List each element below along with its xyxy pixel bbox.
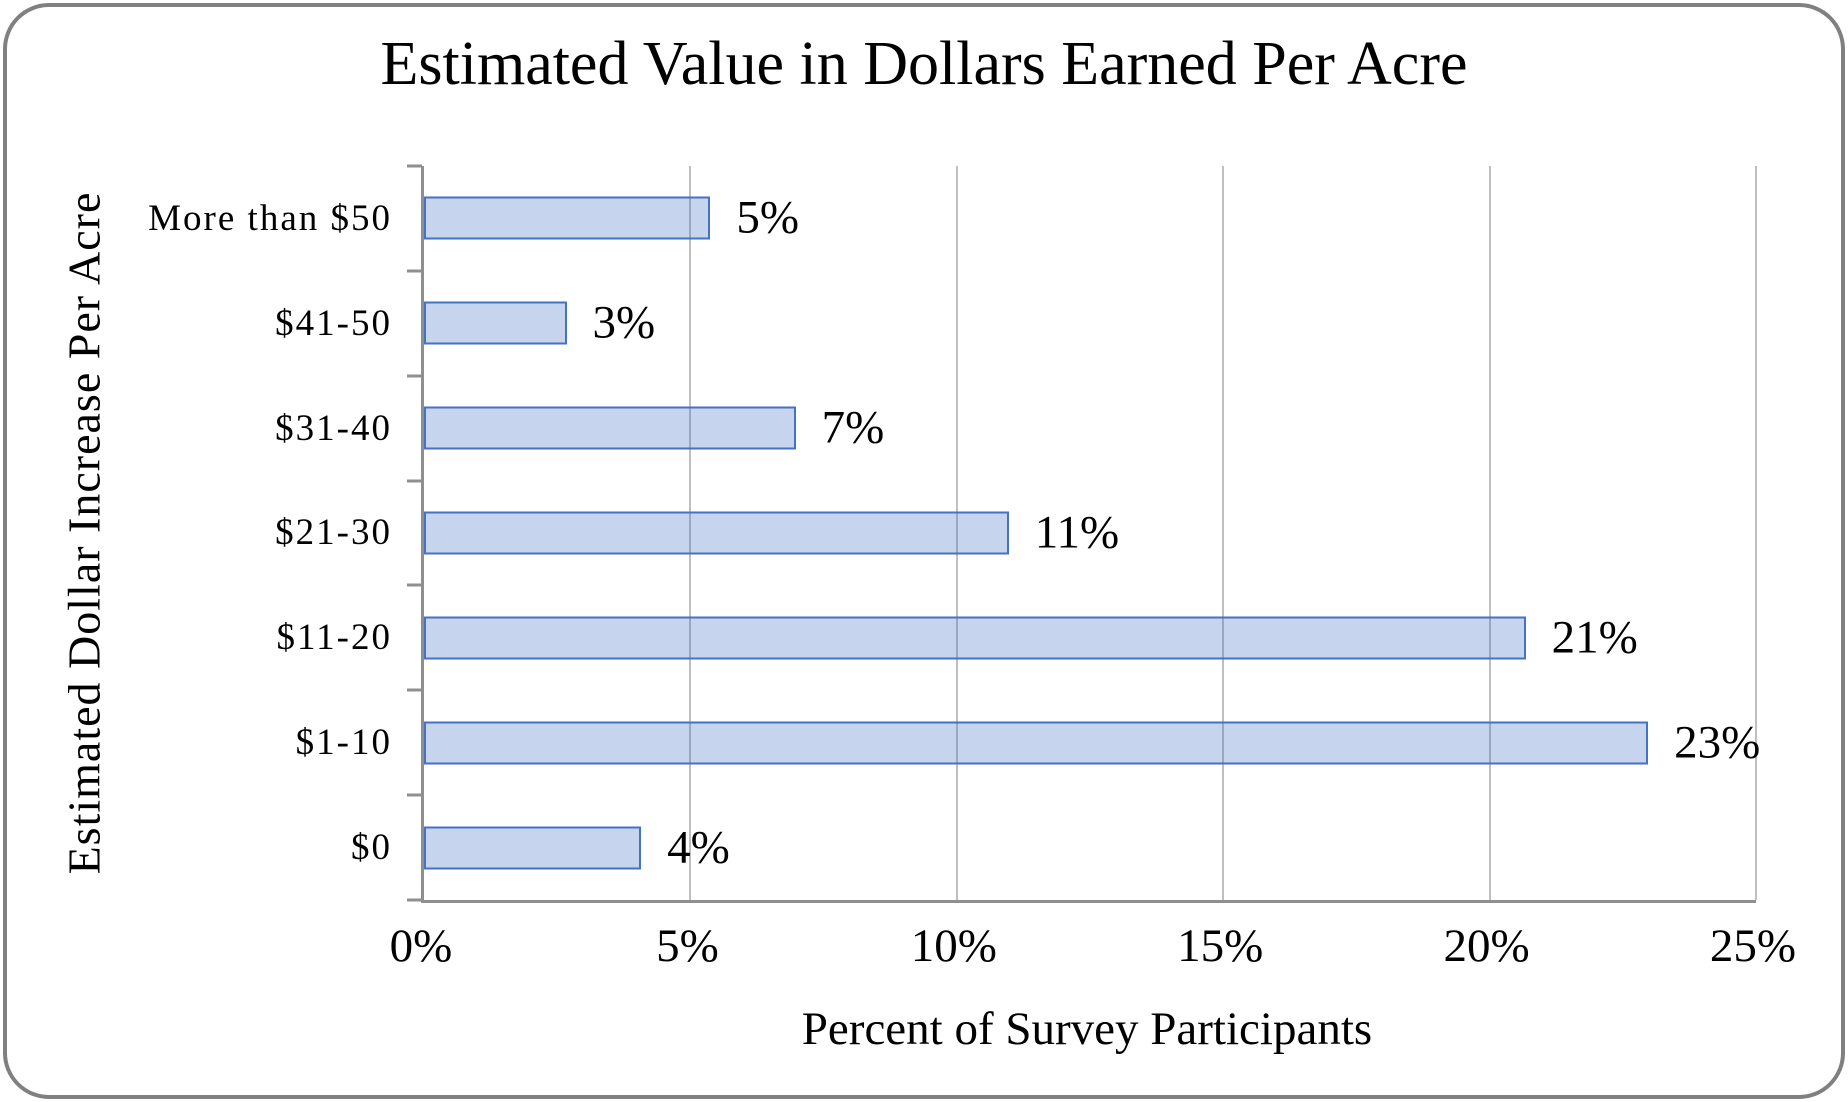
bar-value-label: 5% [736,191,800,244]
x-axis-title: Percent of Survey Participants [801,1003,1373,1055]
bar-row: 11% [424,481,1756,586]
x-tick-label: 15% [1177,920,1264,972]
bar-value-label: 3% [592,296,656,349]
x-tick-label: 25% [1709,920,1797,972]
category-label: $41-50 [275,302,392,344]
y-axis-tick [407,898,422,902]
bar [424,826,642,870]
bar-value-label: 23% [1674,716,1761,769]
bar-row: 23% [424,690,1760,795]
x-tick-label: 5% [656,920,719,972]
bar [424,616,1526,660]
y-axis-tick [407,793,422,797]
bar [424,301,567,345]
x-axis-ticks: 0% 5% 10% 15% 20% 25% [390,918,1796,982]
gridline [955,166,958,900]
y-axis-tick [407,479,422,483]
bar-row: 4% [424,795,1756,900]
bar [424,196,711,240]
y-axis-tick [407,583,422,587]
category-label: $11-20 [276,617,392,659]
category-label: $0 [351,827,392,869]
bar-value-label: 11% [1034,506,1120,559]
gridline [689,166,692,900]
bar [424,721,1649,765]
category-label: $21-30 [275,512,392,554]
y-axis-tick [407,164,422,168]
category-label: $31-40 [275,407,392,449]
bar-row: 21% [424,585,1756,690]
y-axis-tick [407,269,422,273]
gridline [1488,166,1491,900]
plot-area: 5% 3% 7% 11% 21% 23% 4% [407,164,1760,903]
bar [424,511,1009,555]
bar-value-label: 21% [1551,611,1638,664]
chart-title: Estimated Value in Dollars Earned Per Ac… [380,30,1468,98]
chart-frame [3,3,1845,1099]
y-axis-tick [407,374,422,378]
bar [424,406,796,450]
x-tick-label: 0% [389,920,453,972]
y-axis-tick [407,688,422,692]
x-tick-label: 20% [1443,920,1530,972]
category-label: More than $50 [148,197,392,239]
bar-row: 3% [424,271,1756,376]
bar-row: 5% [424,166,1756,271]
bar-value-label: 4% [667,821,730,874]
x-tick-label: 10% [910,920,997,972]
bar-value-label: 7% [821,401,885,454]
gridline [1222,166,1225,900]
category-label: $1-10 [295,722,392,764]
bar-row: 7% [424,376,1756,481]
category-axis: More than $50 $41-50 $31-40 $21-30 $11-20 $1-… [0,166,392,900]
gridline [1755,166,1757,900]
